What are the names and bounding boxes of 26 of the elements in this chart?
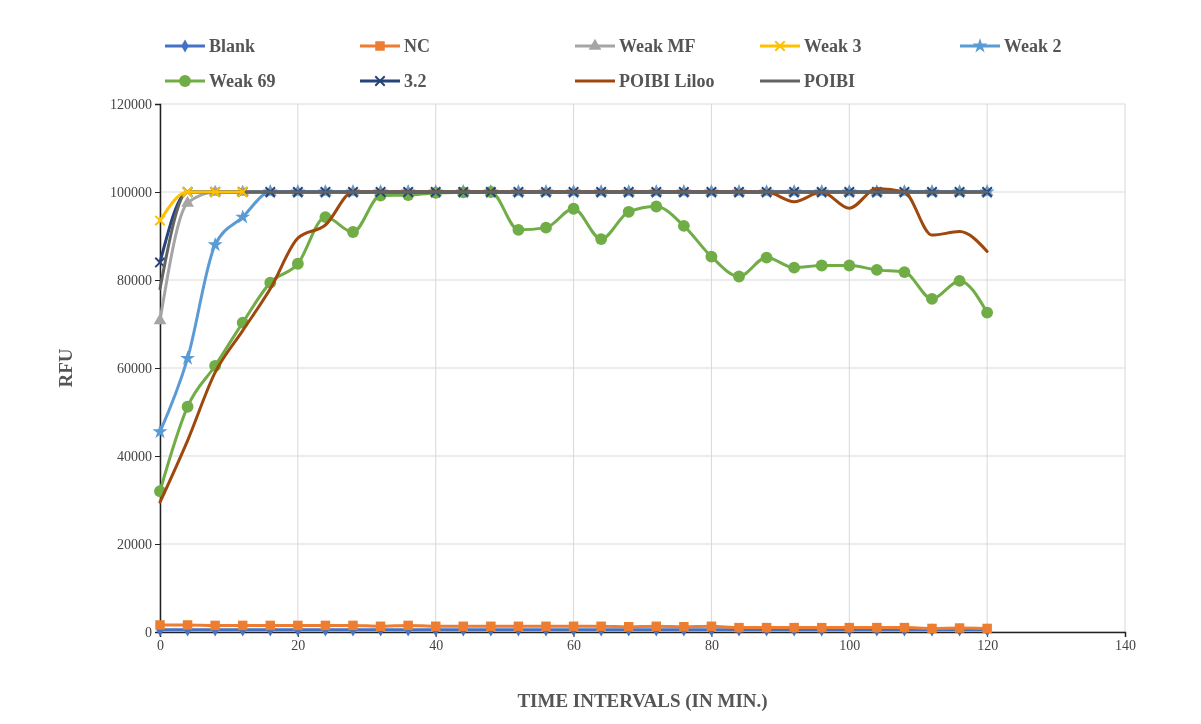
y-tick-label: 20000 xyxy=(117,536,152,552)
y-tick-label: 60000 xyxy=(117,360,152,376)
y-tick-label: 100000 xyxy=(110,184,152,200)
x-tick-label: 60 xyxy=(567,637,582,653)
y-tick-label: 0 xyxy=(145,624,152,640)
legend-label: Weak 2 xyxy=(1004,36,1062,56)
x-tick-label: 100 xyxy=(839,637,861,653)
x-tick-label: 80 xyxy=(704,637,719,653)
y-tick-label: 80000 xyxy=(117,272,152,288)
x-tick-label: 120 xyxy=(977,637,999,653)
x-tick-label: 20 xyxy=(291,637,306,653)
x-tick-label: 0 xyxy=(157,637,164,653)
legend-label: POIBI xyxy=(804,71,856,91)
legend-label: Weak MF xyxy=(619,36,696,56)
y-tick-label: 40000 xyxy=(117,448,152,464)
legend-label: POIBI Liloo xyxy=(619,71,715,91)
y-axis-title: RFU xyxy=(55,348,76,388)
x-axis-title: TIME INTERVALS (IN MIN.) xyxy=(517,690,768,712)
legend-label: 3.2 xyxy=(404,71,427,91)
x-tick-label: 40 xyxy=(429,637,444,653)
legend-label: NC xyxy=(404,36,430,56)
x-tick-label: 140 xyxy=(1115,637,1136,653)
legend-label: Weak 69 xyxy=(209,71,276,91)
legend-label: Blank xyxy=(209,36,256,56)
y-tick-label: 120000 xyxy=(110,96,152,112)
legend-label: Weak 3 xyxy=(804,36,862,56)
